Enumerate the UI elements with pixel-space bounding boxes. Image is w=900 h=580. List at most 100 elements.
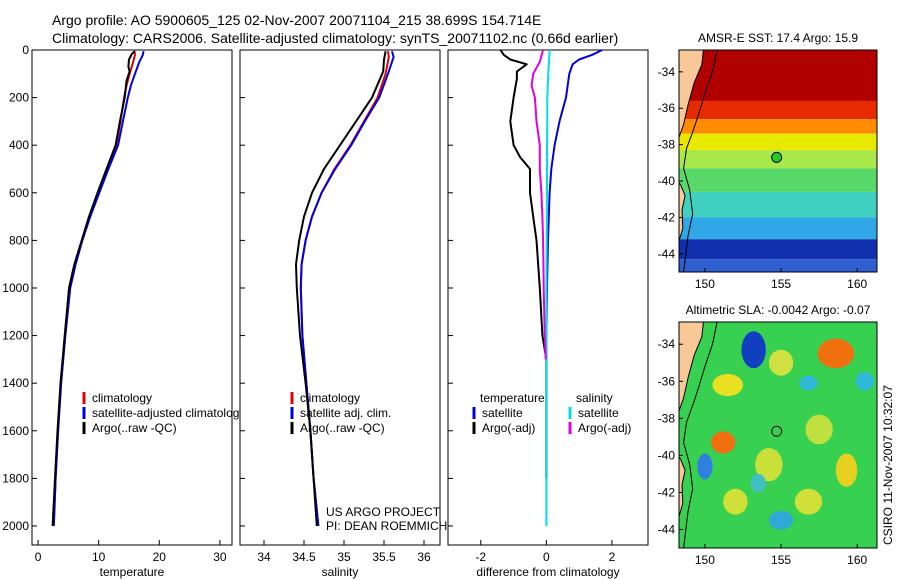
credit-project: US ARGO PROJECT [326, 505, 441, 519]
depth-tick-label: 1000 [2, 281, 29, 295]
sla-map-isobath [683, 322, 718, 548]
sst-map-xtick-label: 160 [847, 277, 867, 291]
header-line-2: Climatology: CARS2006. Satellite-adjuste… [52, 30, 618, 46]
depth-tick-label: 400 [9, 138, 29, 152]
salinity-legend-label: Argo(..raw -QC) [300, 421, 385, 435]
temperature-legend-label: climatology [92, 391, 152, 405]
sst-map-ytick-label: -38 [658, 138, 676, 152]
salinity-legend-label: climatology [300, 391, 360, 405]
salinity-plot-frame [239, 49, 441, 546]
temperature-series-2-line [51, 50, 136, 527]
depth-tick-label: 1400 [2, 376, 29, 390]
sst-map-canvas [679, 50, 877, 272]
sst-band-8 [679, 239, 877, 260]
depth-tick-label: 800 [9, 233, 29, 247]
sst-map-ytick-label: -44 [658, 247, 676, 261]
depth-tick-label: 2000 [2, 519, 29, 533]
sla-map-tasmania [679, 456, 686, 517]
sst-map-xtick-label: 155 [771, 277, 791, 291]
salinity-legend-label: satellite adj. clim. [300, 406, 391, 420]
difference-xtick-label: -2 [475, 550, 486, 564]
sst-map-ytick-label: -34 [658, 65, 676, 79]
temperature-xtick-label: 20 [153, 550, 167, 564]
sla-eddy-4 [799, 375, 818, 391]
header-line-1: Argo profile: AO 5900605_125 02-Nov-2007… [52, 12, 541, 28]
sla-eddy-2 [768, 349, 794, 376]
sla-eddy-7 [710, 431, 736, 454]
sla-eddy-11 [794, 488, 823, 515]
sla-eddy-1 [712, 373, 743, 397]
sla-map-xtick-label: 150 [695, 553, 715, 567]
sla-eddy-5 [855, 372, 874, 391]
difference-xtick-label: 0 [543, 550, 550, 564]
temperature-legend-label: Argo(..raw -QC) [92, 421, 177, 435]
sla-eddy-9 [755, 447, 783, 482]
salinity-chart: 34 34.5 35 35.5 36 salinity climatologysatelli… [239, 49, 441, 579]
sst-band-9 [679, 259, 877, 272]
sla-map-ytick-label: -42 [658, 485, 676, 499]
sla-map-mainland [679, 322, 704, 412]
temperature-chart: 0 10 20 30 temperature 0 200 400 600 800 1000 1200 1… [2, 43, 245, 579]
salinity-xlabel: salinity [322, 565, 359, 579]
sla-eddy-0 [741, 331, 766, 369]
difference-legend-label: Argo(-adj) [482, 421, 535, 435]
sst-band-3 [679, 133, 877, 151]
sla-eddy-13 [768, 510, 794, 530]
sla-map: 150 155 160 -34 -36 -38 -40 -42 -44 Altimetric SL… [658, 303, 878, 567]
credit-timestamp: CSIRO 11-Nov-2007 10:32:07 [881, 385, 895, 545]
difference-legend-label: satellite [482, 406, 523, 420]
sla-map-ytick-label: -44 [658, 522, 676, 536]
sla-map-ytick-label: -40 [658, 448, 676, 462]
temperature-plot-frame [31, 49, 233, 546]
salinity-xtick-label: 35 [337, 550, 351, 564]
sla-map-title: Altimetric SLA: -0.0042 Argo: -0.07 [686, 303, 871, 317]
sla-eddy-3 [817, 338, 855, 369]
sst-band-2 [679, 119, 877, 134]
sst-map-tasmania [679, 181, 686, 242]
sla-map-xtick-label: 160 [847, 553, 867, 567]
depth-tick-label: 0 [22, 43, 29, 57]
sla-eddy-12 [723, 488, 748, 515]
sla-map-ytick-label: -36 [658, 374, 676, 388]
sst-map-ytick-label: -36 [658, 101, 676, 115]
sst-map-float-marker [771, 151, 783, 163]
sst-map-ytick-label: -40 [658, 174, 676, 188]
temperature-xtick-label: 0 [35, 550, 42, 564]
difference-legend-label: Argo(-adj) [578, 421, 631, 435]
sst-map-mainland [679, 50, 704, 138]
sst-band-6 [679, 191, 877, 218]
sst-band-5 [679, 168, 877, 192]
salinity-xtick-label: 35.5 [372, 550, 396, 564]
depth-tick-label: 1600 [2, 424, 29, 438]
difference-plot-frame [447, 49, 649, 546]
sla-map-ytick-label: -34 [658, 337, 676, 351]
sst-band-7 [679, 217, 877, 240]
sla-eddy-14 [750, 473, 766, 493]
depth-tick-label: 200 [9, 91, 29, 105]
sst-band-0 [679, 50, 877, 101]
depth-tick-label: 1200 [2, 329, 29, 343]
salinity-xtick-label: 34.5 [292, 550, 316, 564]
sst-map-xtick-label: 150 [695, 277, 715, 291]
sla-map-float-marker [771, 425, 783, 437]
depth-tick-label: 600 [9, 186, 29, 200]
depth-tick-label: 1800 [2, 471, 29, 485]
difference-series-3-line [530, 49, 547, 360]
sla-map-xtick-label: 155 [771, 553, 791, 567]
sla-map-canvas [679, 322, 877, 548]
difference-series-2-line [545, 49, 551, 526]
temperature-xlabel: temperature [100, 565, 165, 579]
sla-map-frame [678, 321, 878, 549]
temperature-xtick-label: 10 [92, 550, 106, 564]
sla-eddy-10 [835, 453, 858, 487]
salinity-series-2-line [295, 51, 387, 527]
sla-map-ytick-label: -38 [658, 411, 676, 425]
credit-pi: PI: DEAN ROEMMICH [326, 519, 447, 533]
difference-legend-label: satellite [578, 406, 619, 420]
sst-band-1 [679, 100, 877, 120]
sst-map-isobath [683, 50, 718, 272]
temperature-legend-label: satellite-adjusted climatology [92, 406, 245, 420]
sst-map-ytick-label: -42 [658, 210, 676, 224]
